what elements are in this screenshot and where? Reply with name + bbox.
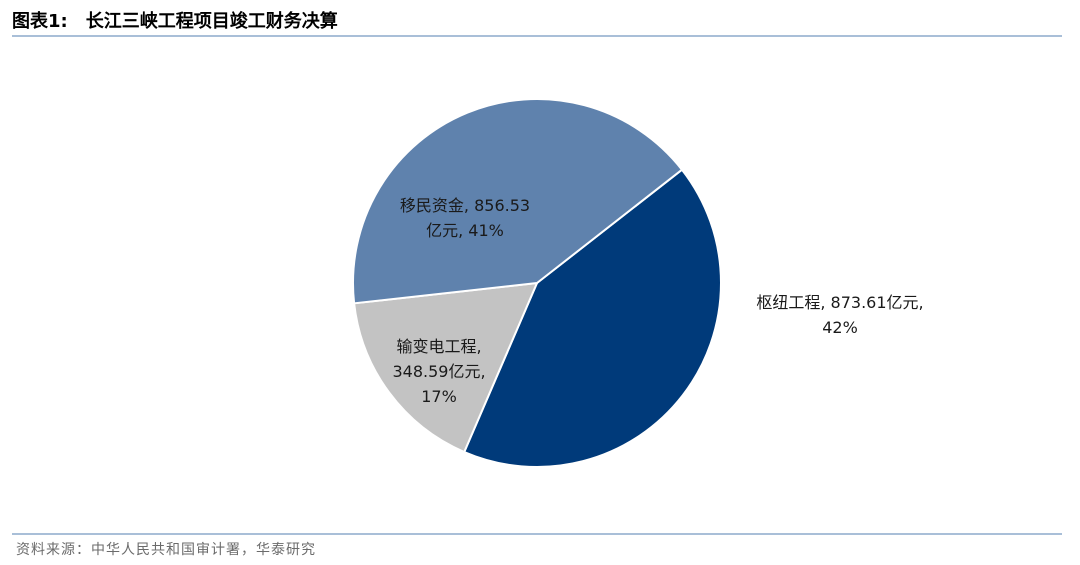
label-transmission-project-line: 输变电工程, bbox=[396, 337, 481, 356]
figure-title: 图表1: 长江三峡工程项目竣工财务决算 bbox=[12, 8, 338, 36]
top-divider bbox=[12, 35, 1062, 37]
pie-slices bbox=[352, 98, 722, 468]
label-migration-funds-line: 亿元, 41% bbox=[426, 221, 504, 240]
label-migration-funds: 移民资金, 856.53 亿元, 41% bbox=[400, 196, 530, 240]
slice-transmission-project bbox=[353, 282, 538, 453]
pie-labels: 枢纽工程, 873.61亿元, 42% 输变电工程, 348.59亿元, 17% 移民资金… bbox=[392, 196, 923, 406]
label-hub-project: 枢纽工程, 873.61亿元, 42% bbox=[756, 293, 923, 337]
figure-title-text: 长江三峡工程项目竣工财务决算 bbox=[85, 11, 338, 32]
label-migration-funds-line: 移民资金, 856.53 bbox=[400, 196, 530, 215]
label-hub-project-line: 枢纽工程, 873.61亿元, bbox=[756, 293, 923, 312]
label-transmission-project: 输变电工程, 348.59亿元, 17% bbox=[392, 337, 485, 406]
slice-migration-funds bbox=[352, 98, 683, 305]
source-note: 资料来源：中华人民共和国审计署，华泰研究 bbox=[16, 542, 316, 558]
label-transmission-project-line: 348.59亿元, bbox=[392, 362, 485, 381]
figure-number: 图表1: bbox=[12, 11, 68, 32]
slice-hub-project bbox=[463, 168, 722, 468]
label-transmission-project-line: 17% bbox=[421, 387, 457, 406]
bottom-divider bbox=[12, 533, 1062, 535]
label-hub-project-line: 42% bbox=[822, 318, 858, 337]
